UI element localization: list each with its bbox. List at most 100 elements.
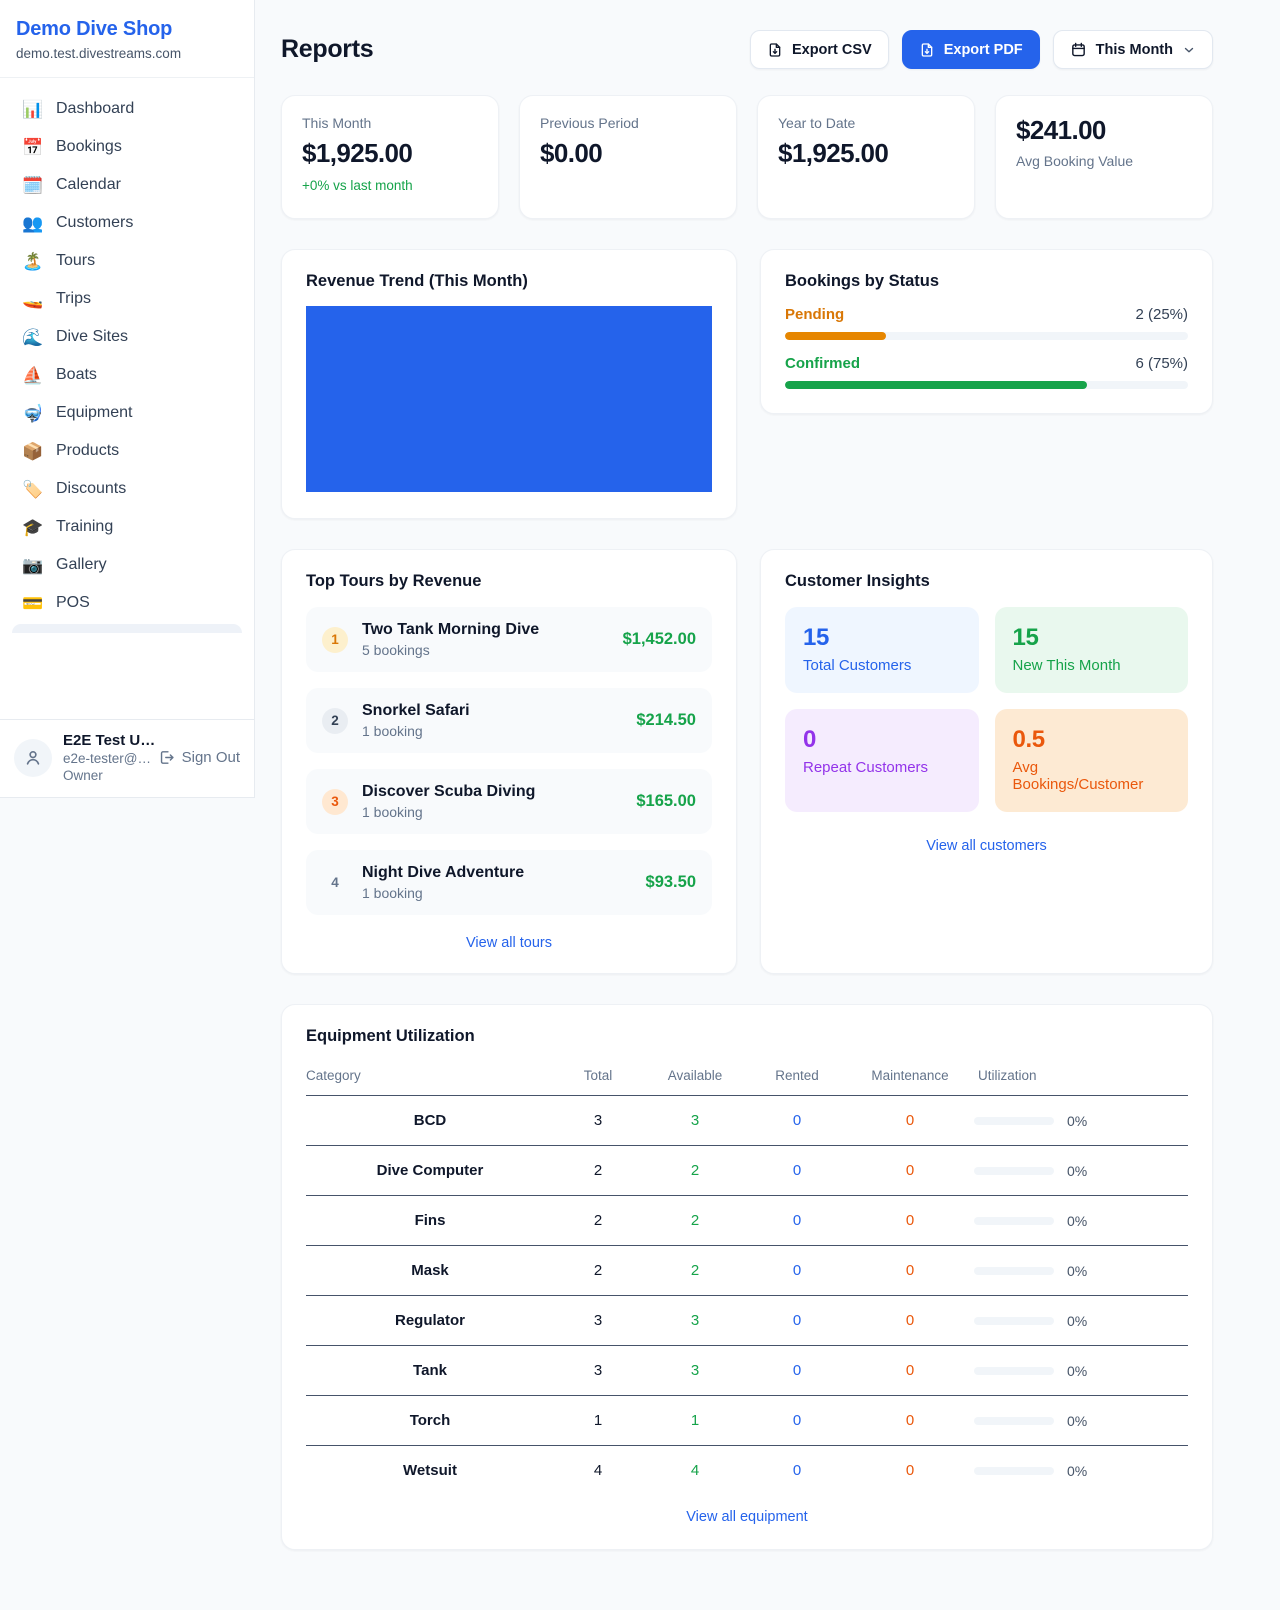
table-row: Regulator 3 3 0 0 0% [306, 1295, 1188, 1346]
utilization-track [974, 1466, 1054, 1475]
equipment-available: 3 [642, 1295, 748, 1346]
utilization-track [974, 1116, 1054, 1125]
sidebar-item-pos[interactable]: 💳 POS [12, 584, 242, 622]
insight-label: Repeat Customers [803, 759, 929, 776]
sidebar-item-trips[interactable]: 🚤 Trips [12, 280, 242, 318]
column-header-maintenance: Maintenance [846, 1060, 974, 1096]
sidebar-item-equipment[interactable]: 🤿 Equipment [12, 394, 242, 432]
tour-revenue: $165.00 [636, 792, 696, 810]
stat-card: Year to Date $1,925.00 [757, 95, 975, 219]
sidebar-item-discounts[interactable]: 🏷️ Discounts [12, 470, 242, 508]
sidebar-item-boats[interactable]: ⛵ Boats [12, 356, 242, 394]
avatar [14, 738, 52, 777]
insight-tile: 15 Total Customers [785, 607, 979, 693]
sidebar-item-bookings[interactable]: 📅 Bookings [12, 128, 242, 166]
equipment-category: Tank [306, 1345, 554, 1396]
period-dropdown[interactable]: This Month [1052, 30, 1213, 69]
revenue-trend-bar-chart [306, 306, 712, 492]
camera-icon: 📷 [22, 555, 44, 575]
insight-tile: 15 New This Month [994, 607, 1188, 693]
user-info: E2E Test U… e2e-tester@… Owner [63, 732, 155, 783]
tour-revenue: $214.50 [636, 711, 696, 729]
table-row: Torch 1 1 0 0 0% [306, 1395, 1188, 1446]
table-row: Dive Computer 2 2 0 0 0% [306, 1145, 1188, 1196]
stat-label: This Month [302, 115, 372, 131]
view-all-equipment-link[interactable]: View all equipment [686, 1509, 808, 1525]
sidebar-item-products[interactable]: 📦 Products [12, 432, 242, 470]
sidebar-item-reports-partial[interactable] [12, 624, 242, 633]
tour-list-item[interactable]: 2 Snorkel Safari 1 booking $214.50 [306, 688, 712, 753]
equipment-total: 2 [554, 1245, 642, 1296]
sidebar-nav: 📊 Dashboard 📅 Bookings 🗓️ Calendar 👥 Cus… [0, 78, 254, 622]
equipment-total: 1 [554, 1395, 642, 1446]
export-pdf-button[interactable]: Export PDF [901, 30, 1040, 69]
table-row: Tank 3 3 0 0 0% [306, 1345, 1188, 1396]
equipment-category: Mask [306, 1245, 554, 1296]
utilization-track [974, 1366, 1054, 1375]
equipment-available: 3 [642, 1095, 748, 1146]
stat-card: $241.00 Avg Booking Value [995, 95, 1213, 219]
sidebar-item-dive-sites[interactable]: 🌊 Dive Sites [12, 318, 242, 356]
table-row: Wetsuit 4 4 0 0 0% [306, 1446, 1188, 1496]
sidebar-item-label: Dashboard [56, 100, 135, 117]
utilization-percent: 0% [1067, 1162, 1088, 1179]
credit-card-icon: 💳 [22, 593, 44, 613]
equipment-category: Regulator [306, 1295, 554, 1346]
equipment-maintenance: 0 [846, 1195, 974, 1246]
equipment-table: Category Total Available Rented Maintenance U… [306, 1060, 1188, 1495]
equipment-category: Torch [306, 1395, 554, 1446]
diving-mask-icon: 🤿 [22, 403, 44, 423]
equipment-available: 2 [642, 1145, 748, 1196]
main-content: Reports Export CSV Export PDF This Month [281, 0, 1213, 1590]
column-header-total: Total [554, 1060, 642, 1096]
tour-revenue: $93.50 [645, 873, 696, 891]
sidebar-item-label: Trips [56, 290, 91, 307]
utilization-track [974, 1316, 1054, 1325]
sidebar-item-dashboard[interactable]: 📊 Dashboard [12, 90, 242, 128]
equipment-rented: 0 [748, 1145, 846, 1196]
insight-value: 0 [803, 726, 816, 753]
sidebar-item-label: Bookings [56, 138, 122, 155]
column-header-rented: Rented [748, 1060, 846, 1096]
equipment-rented: 0 [792, 1462, 802, 1479]
equipment-maintenance: 0 [846, 1095, 974, 1146]
sidebar-item-training[interactable]: 🎓 Training [12, 508, 242, 546]
tour-list-item[interactable]: 1 Two Tank Morning Dive 5 bookings $1,45… [306, 607, 712, 672]
sidebar-item-calendar[interactable]: 🗓️ Calendar [12, 166, 242, 204]
equipment-rented: 0 [748, 1345, 846, 1396]
mid-row: Top Tours by Revenue 1 Two Tank Morning … [281, 549, 1213, 974]
equipment-total: 3 [554, 1345, 642, 1396]
utilization-percent: 0% [1067, 1262, 1088, 1279]
equipment-maintenance: 0 [846, 1245, 974, 1296]
sidebar-item-label: Calendar [56, 176, 121, 193]
customer-insights-card: Customer Insights 15 Total Customers 15 … [760, 549, 1213, 974]
utilization-percent: 0% [1067, 1362, 1088, 1379]
utilization-percent: 0% [1067, 1312, 1088, 1329]
tour-bookings-count: 1 booking [362, 723, 423, 739]
tour-list-item[interactable]: 3 Discover Scuba Diving 1 booking $165.0… [306, 769, 712, 834]
calendar-pad-icon: 🗓️ [22, 175, 44, 195]
insight-tile: 0 Repeat Customers [785, 709, 979, 812]
status-count: 2 (25%) [1135, 306, 1188, 323]
view-all-tours-link[interactable]: View all tours [466, 935, 552, 951]
equipment-total: 2 [554, 1195, 642, 1246]
page-title: Reports [281, 35, 374, 63]
tour-rank-badge: 4 [331, 875, 339, 890]
charts-row: Revenue Trend (This Month) Bookings by S… [281, 249, 1213, 519]
island-icon: 🏝️ [22, 251, 44, 271]
stat-card: Previous Period $0.00 [519, 95, 737, 219]
equipment-maintenance: 0 [846, 1145, 974, 1196]
sidebar-item-tours[interactable]: 🏝️ Tours [12, 242, 242, 280]
export-csv-label: Export CSV [791, 41, 872, 58]
equipment-maintenance: 0 [846, 1295, 974, 1346]
tour-list-item[interactable]: 4 Night Dive Adventure 1 booking $93.50 [306, 850, 712, 915]
sidebar-item-label: Customers [56, 214, 134, 231]
top-tours-card: Top Tours by Revenue 1 Two Tank Morning … [281, 549, 737, 974]
export-csv-button[interactable]: Export CSV [749, 30, 889, 69]
sign-out-button[interactable]: Sign Out [158, 749, 240, 766]
insight-value: 0.5 [1012, 726, 1046, 753]
view-all-customers-link[interactable]: View all customers [926, 838, 1047, 854]
sidebar-item-customers[interactable]: 👥 Customers [12, 204, 242, 242]
sidebar-item-gallery[interactable]: 📷 Gallery [12, 546, 242, 584]
equipment-maintenance: 0 [846, 1345, 974, 1396]
